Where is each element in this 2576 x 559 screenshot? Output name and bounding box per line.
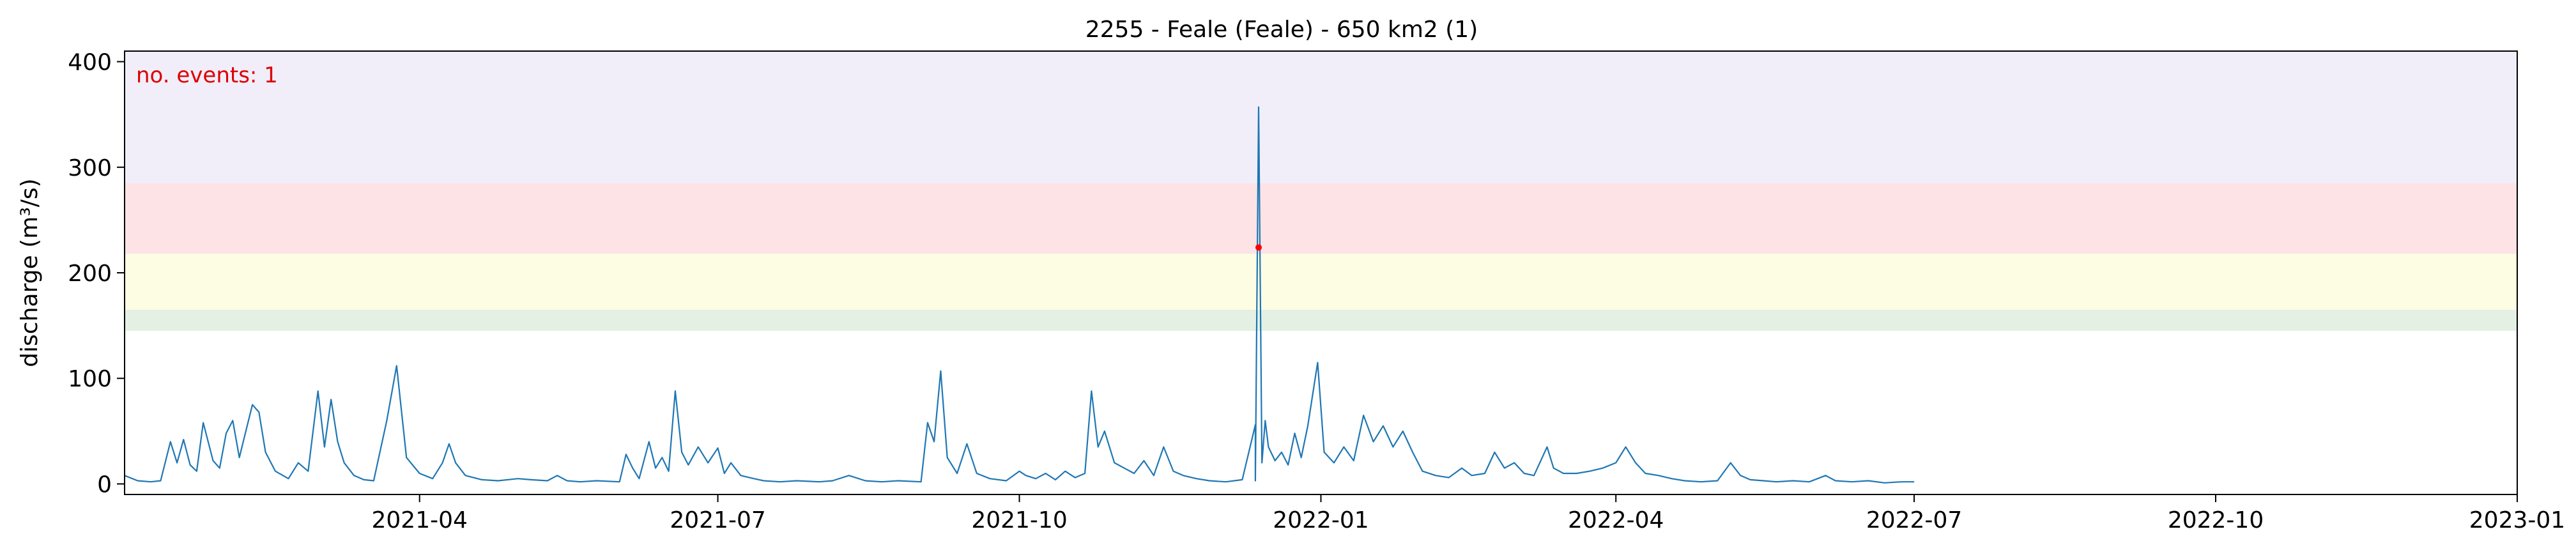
y-tick-label: 200: [68, 261, 112, 287]
x-tick-label: 2022-04: [1568, 507, 1664, 533]
event-marker-0: [1255, 244, 1262, 251]
events-annotation: no. events: 1: [136, 63, 278, 88]
x-tick-label: 2023-01: [2469, 507, 2565, 533]
threshold-band-3: [125, 51, 2517, 183]
y-tick-label: 0: [97, 471, 112, 498]
threshold-band-0: [125, 309, 2517, 331]
x-tick-label: 2021-10: [971, 507, 1067, 533]
threshold-band-2: [125, 183, 2517, 254]
x-tick-label: 2022-10: [2168, 507, 2264, 533]
x-axis: 2021-04 2021-07 2021-10 2022-01 2022-04 2022-…: [372, 494, 2565, 533]
y-tick-label: 400: [68, 50, 112, 76]
y-tick-label: 100: [68, 366, 112, 392]
series-group: [124, 106, 1915, 484]
y-tick-label: 300: [68, 155, 112, 181]
chart-title: 2255 - Feale (Feale) - 650 km2 (1): [1085, 17, 1478, 43]
event-markers: [1255, 244, 1262, 251]
threshold-band-1: [125, 254, 2517, 310]
x-tick-label: 2022-01: [1273, 507, 1368, 533]
series-line-0: [124, 106, 1915, 484]
y-axis-label: discharge (m³/s): [17, 178, 43, 367]
x-tick-label: 2021-07: [670, 507, 765, 533]
y-axis: 0 100 200 300 400: [68, 50, 125, 498]
x-tick-label: 2021-04: [372, 507, 468, 533]
x-tick-label: 2022-07: [1866, 507, 1962, 533]
threshold-bands: [125, 51, 2517, 331]
